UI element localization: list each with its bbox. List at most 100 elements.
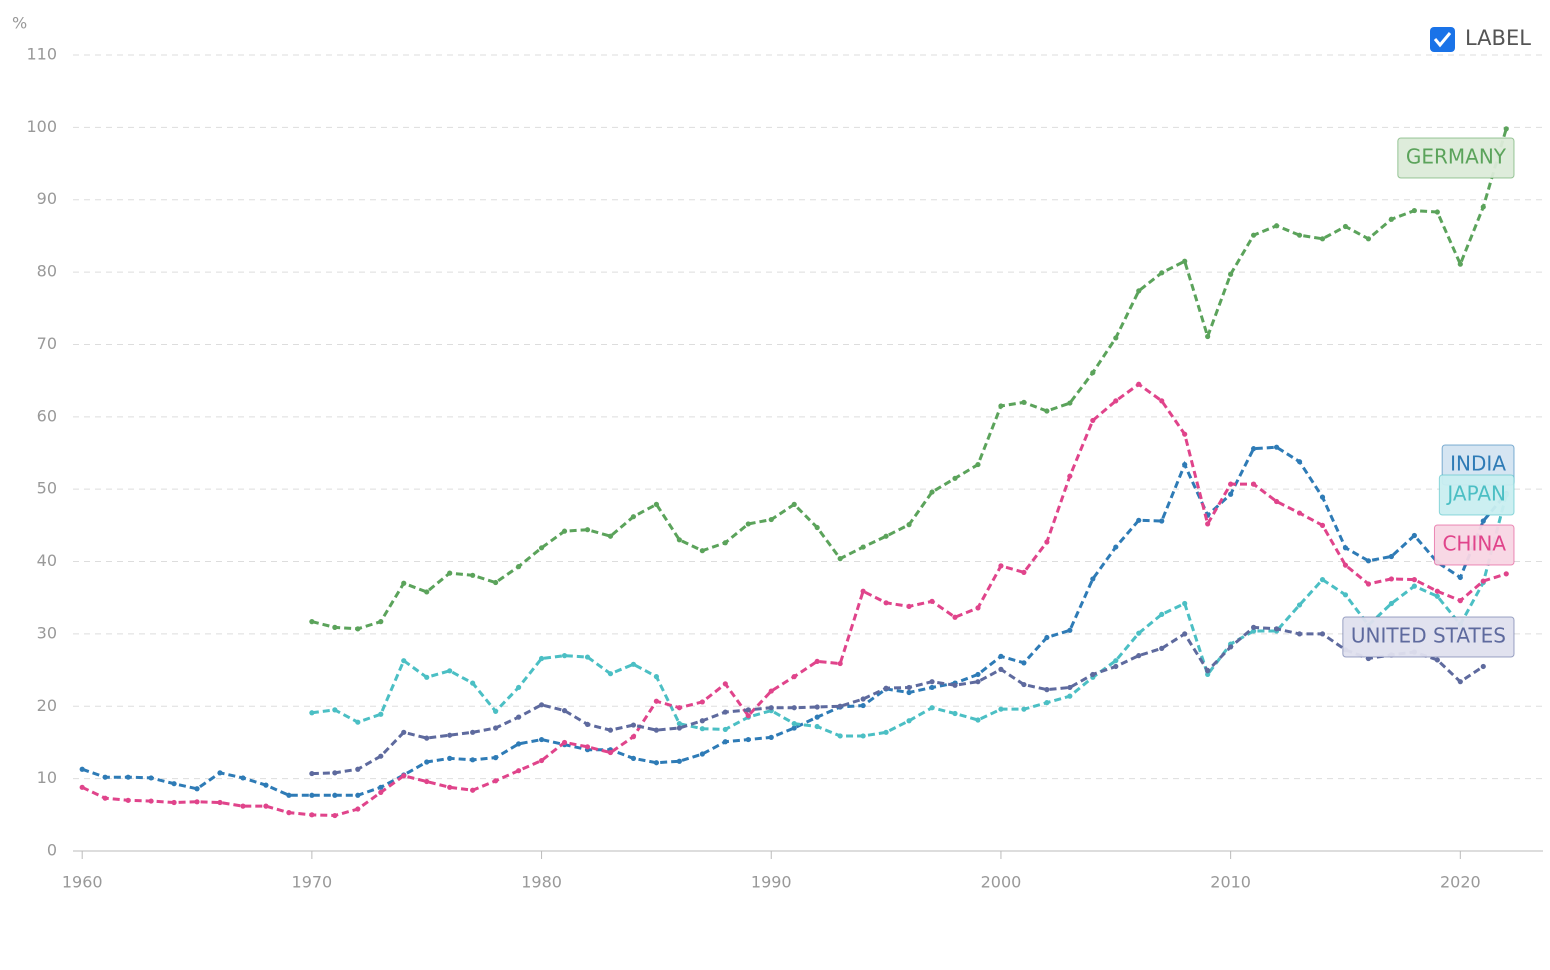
point [515,714,522,720]
point [860,588,866,594]
point [1021,660,1027,666]
point [1044,408,1050,414]
point [768,705,774,711]
point [814,524,820,531]
point [1021,399,1027,405]
point [814,704,820,710]
point [1434,593,1440,599]
point [676,721,682,727]
point [401,729,407,735]
point [1113,663,1119,670]
point [1113,658,1119,664]
point [630,755,637,761]
point [722,726,728,733]
point [607,533,614,539]
x-tick-label: 1970 [292,873,333,892]
point [814,658,820,665]
y-tick-label: 90 [37,189,57,208]
point [952,614,958,620]
point [676,705,682,711]
point [515,564,522,570]
point [998,666,1004,672]
point [286,810,292,816]
point [837,733,843,739]
point [1021,681,1027,688]
point [699,718,705,724]
point [860,696,866,702]
point [791,705,797,711]
point [1067,684,1073,691]
point [378,784,384,790]
point [1250,232,1257,238]
point [998,403,1004,409]
point [975,679,981,685]
point [1044,634,1050,641]
series-label-text: UNITED STATES [1351,624,1506,648]
point [1090,370,1096,376]
y-tick-label: 30 [37,623,57,642]
point [860,702,866,709]
point [470,787,476,793]
point [699,751,705,757]
point [538,702,545,708]
point [332,624,338,630]
point [378,789,384,795]
series-line [311,128,1508,631]
point [1434,209,1440,215]
series-label-text: JAPAN [1445,482,1506,506]
point [906,684,912,691]
point [1250,446,1257,452]
toggle-label[interactable]: LABEL [1465,26,1531,50]
point [1319,494,1326,500]
point [1365,558,1372,564]
point [171,799,177,806]
point [630,661,637,667]
point [102,795,108,801]
x-tick-label: 1980 [521,873,562,892]
point [1319,577,1326,583]
checkbox[interactable] [1430,27,1455,52]
point [1067,400,1073,406]
point [447,755,453,761]
point [1434,588,1440,594]
point [309,812,315,818]
point [883,729,889,735]
point [607,749,614,756]
point [791,725,797,731]
point [952,710,958,717]
point [1136,630,1142,636]
point [1205,668,1211,674]
point [722,540,728,546]
point [1319,236,1326,242]
point [584,744,591,750]
point [630,734,637,740]
point [102,774,108,780]
point [470,572,476,578]
point [1228,481,1234,487]
point [1480,663,1486,670]
point [1228,491,1234,497]
x-tick-label: 2010 [1210,873,1251,892]
point [584,654,591,660]
point [1434,657,1440,663]
point [355,719,361,725]
point [837,660,843,667]
point [1159,645,1165,651]
point [1205,333,1211,340]
point [699,699,705,705]
point [791,721,797,727]
series-label-box [1397,137,1515,179]
point [493,725,499,731]
label-toggle[interactable]: LABEL [1430,26,1531,52]
series-label-box [1438,474,1515,516]
point [1296,510,1303,516]
point [1273,498,1280,505]
point [1250,481,1257,487]
point [401,580,407,586]
y-tick-label: 50 [37,479,57,498]
point [1159,518,1165,524]
point [745,736,751,743]
point [1159,270,1165,276]
point [1136,517,1142,523]
point [1411,532,1417,539]
